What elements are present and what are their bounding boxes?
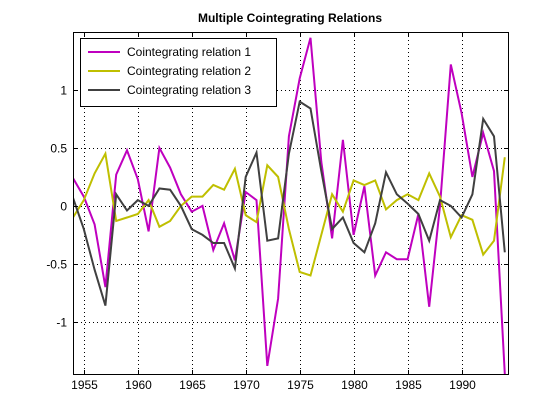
axis-ticks xyxy=(73,32,508,374)
series-line-3 xyxy=(73,99,506,306)
legend-label-1: Cointegrating relation 1 xyxy=(127,45,251,59)
series-lines xyxy=(73,37,506,374)
axes-frame xyxy=(73,32,509,375)
chart-title: Multiple Cointegrating Relations xyxy=(198,11,382,25)
x-tick-label: 1955 xyxy=(71,378,98,392)
y-tick-label: -0.5 xyxy=(46,258,67,272)
x-tick-label: 1985 xyxy=(395,378,422,392)
x-tick-label: 1965 xyxy=(179,378,206,392)
x-tick-label: 1975 xyxy=(287,378,314,392)
y-tick-label: -1 xyxy=(56,316,67,330)
legend-label-3: Cointegrating relation 3 xyxy=(127,83,251,97)
legend: Cointegrating relation 1 Cointegrating re… xyxy=(80,38,277,107)
x-tick-labels: 1955 1960 1965 1970 1975 1980 1985 1990 xyxy=(71,378,476,392)
x-tick-label: 1990 xyxy=(449,378,476,392)
series-line-1 xyxy=(73,37,506,374)
legend-label-2: Cointegrating relation 2 xyxy=(127,64,251,78)
x-tick-label: 1980 xyxy=(341,378,368,392)
y-tick-labels: 1 0.5 0 -0.5 -1 xyxy=(46,84,67,330)
x-tick-label: 1960 xyxy=(125,378,152,392)
y-tick-label: 0 xyxy=(60,200,67,214)
y-tick-label: 1 xyxy=(60,84,67,98)
legend-box xyxy=(80,38,277,107)
y-tick-label: 0.5 xyxy=(50,142,67,156)
x-tick-label: 1970 xyxy=(233,378,260,392)
